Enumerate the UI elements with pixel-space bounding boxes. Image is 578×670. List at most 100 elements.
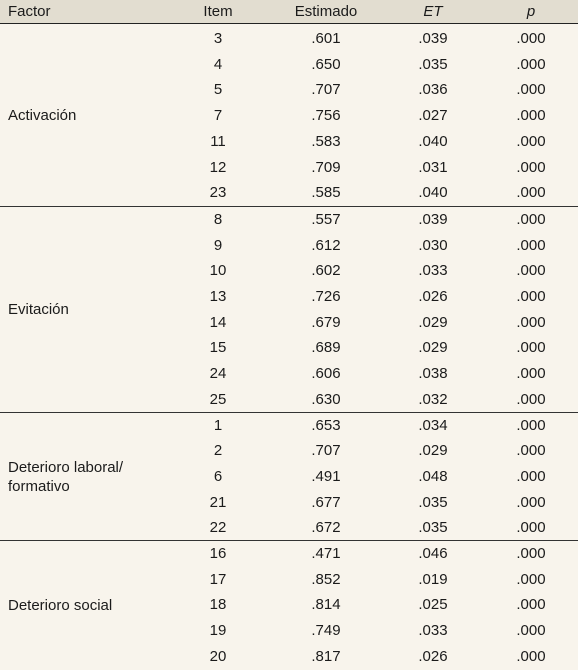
estimado-cell: .585 [311,184,341,202]
table-row: 3 .601 .039 .000 [0,26,578,52]
header-factor: Factor [8,3,51,20]
item-cell: 24 [209,365,227,383]
p-cell: .000 [516,184,546,202]
factor-label: Deterioro laboral/ formativo [8,458,124,495]
p-cell: .000 [516,519,546,537]
p-cell: .000 [516,81,546,99]
table-row: 10 .602 .033 .000 [0,258,578,284]
estimado-cell: .814 [311,596,341,614]
estimado-cell: .471 [311,545,341,562]
estimado-cell: .630 [311,390,341,408]
item-cell: 6 [213,467,223,485]
et-cell: .029 [418,339,448,357]
item-cell: 9 [213,236,223,254]
p-cell: .000 [516,647,546,665]
estimado-cell: .726 [311,287,341,305]
et-cell: .025 [418,596,448,614]
p-cell: .000 [516,622,546,640]
et-cell: .036 [418,81,448,99]
estimado-cell: .707 [311,442,341,460]
table-row: 2 .707 .029 .000 [0,438,578,464]
et-cell: .048 [418,467,448,485]
header-p: p [526,3,536,20]
table-row: 13 .726 .026 .000 [0,284,578,310]
estimado-cell: .749 [311,622,341,640]
et-cell: .039 [418,30,448,47]
et-cell: .026 [418,647,448,665]
table-row: 21 .677 .035 .000 [0,490,578,516]
et-cell: .039 [418,210,448,228]
estimado-cell: .612 [311,236,341,254]
table-row: 19 .749 .033 .000 [0,618,578,644]
item-cell: 1 [213,416,223,434]
p-cell: .000 [516,262,546,280]
estimado-cell: .491 [311,467,341,485]
factor-label: Activación [8,107,77,125]
item-cell: 17 [209,570,227,588]
table-row: 16 .471 .046 .000 [0,541,578,567]
p-cell: .000 [516,339,546,357]
p-cell: .000 [516,493,546,511]
estimado-cell: .650 [311,55,341,73]
et-cell: .033 [418,622,448,640]
p-cell: .000 [516,132,546,150]
p-cell: .000 [516,107,546,125]
et-cell: .034 [418,416,448,434]
estimado-cell: .756 [311,107,341,125]
p-cell: .000 [516,570,546,588]
estimado-cell: .557 [311,210,341,228]
et-cell: .026 [418,287,448,305]
factor-group: Evitación 8 .557 .039 .000 9 .612 .030 .000 10 .60… [0,205,578,413]
item-cell: 23 [209,184,227,202]
item-cell: 7 [213,107,223,125]
table-row: 1 .653 .034 .000 [0,413,578,439]
estimado-cell: .817 [311,647,341,665]
item-cell: 11 [210,132,226,150]
header-item: Item [203,3,233,20]
table-row: 6 .491 .048 .000 [0,464,578,490]
et-cell: .027 [418,107,448,125]
table-row: 22 .672 .035 .000 [0,515,578,541]
et-cell: .040 [418,132,448,150]
estimado-cell: .852 [311,570,341,588]
item-cell: 18 [209,596,227,614]
item-cell: 22 [209,519,227,537]
item-cell: 4 [213,55,223,73]
p-cell: .000 [516,390,546,408]
table-row: 15 .689 .029 .000 [0,335,578,361]
p-cell: .000 [516,30,546,47]
factor-label: Deterioro social [8,596,113,614]
table-row: 25 .630 .032 .000 [0,387,578,413]
p-cell: .000 [516,596,546,614]
p-cell: .000 [516,55,546,73]
p-cell: .000 [516,442,546,460]
et-cell: .035 [418,55,448,73]
table-row: 12 .709 .031 .000 [0,155,578,181]
et-cell: .031 [418,158,448,176]
p-cell: .000 [516,313,546,331]
p-cell: .000 [516,158,546,176]
et-cell: .030 [418,236,448,254]
table-row: 9 .612 .030 .000 [0,233,578,259]
item-cell: 13 [209,287,227,305]
item-cell: 15 [209,339,227,357]
estimado-cell: .679 [311,313,341,331]
p-cell: .000 [516,545,546,562]
p-cell: .000 [516,416,546,434]
et-cell: .032 [418,390,448,408]
item-cell: 2 [213,442,223,460]
table-row: 7 .756 .027 .000 [0,103,578,129]
item-cell: 5 [213,81,223,99]
estimado-cell: .606 [311,365,341,383]
item-cell: 10 [209,262,227,280]
item-cell: 16 [209,545,227,562]
et-cell: .038 [418,365,448,383]
factor-group: Activación 3 .601 .039 .000 4 .650 .035 .000 5 .70… [0,26,578,206]
item-cell: 19 [209,622,227,640]
estimado-cell: .709 [311,158,341,176]
estimado-cell: .601 [311,30,341,47]
item-cell: 8 [213,210,223,228]
table-row: 11 .583 .040 .000 [0,129,578,155]
et-cell: .029 [418,313,448,331]
table-row: 5 .707 .036 .000 [0,77,578,103]
